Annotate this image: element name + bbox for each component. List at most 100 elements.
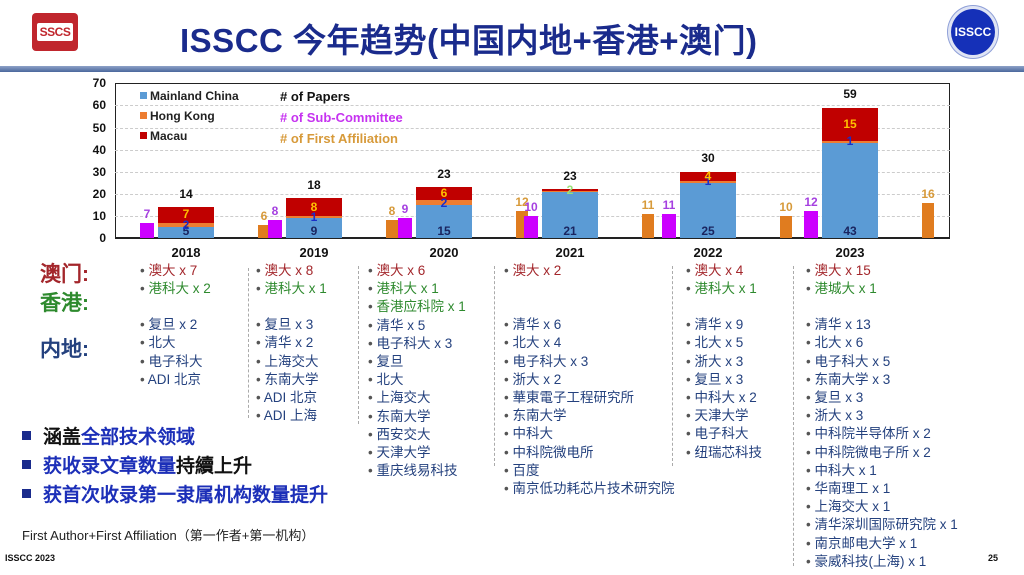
affiliation-item-mainland: 复旦 x 3 [686,371,762,389]
affiliation-item-mainland: 北大 x 4 [504,334,674,352]
affiliation-item-mainland: 清华 x 5 [368,317,466,335]
legend-swatch-icon [140,92,147,99]
hk-value: 2 [182,218,190,233]
affiliation-item-mainland: 东南大学 [256,371,327,389]
affiliation-bar [386,220,398,238]
affiliation-item-macau: 澳大 x 4 [686,262,762,280]
papers-stacked-bar: 21 2 [542,183,598,238]
bullet-square-icon [22,460,31,469]
hk-value: 1 [846,134,854,149]
mainland-segment [286,218,342,238]
macau-value: 7 [182,207,190,222]
key-point: 获首次收录第一隶属机构数量提升 [22,479,328,508]
affiliation-item-mainland: 中科院微电所 [504,444,674,462]
y-tick-label: 10 [92,208,106,223]
mainland-value: 15 [437,223,451,238]
hk-value: 2 [566,183,574,198]
affiliation-item-mainland: 电子科大 [140,353,211,371]
affiliation-item-mainland: 东南大学 x 3 [806,371,958,389]
affiliation-item-mainland: 上海交大 [368,389,466,407]
slide-header: SSCS ISSCC 今年趋势(中国内地+香港+澳门) ISSCC [0,0,1024,66]
region-label-mainland: 内地: [40,338,89,361]
key-point: 涵盖 全部技术领域 [22,421,328,450]
affiliation-item-mainland: 复旦 [368,353,466,371]
legend-macau: Macau [140,129,187,143]
affiliation-item-hk: 港科大 x 2 [140,280,210,298]
key-point: 获收录文章数量 持續上升 [22,450,328,479]
hk-segment [680,180,736,183]
subcommittee-bar [662,213,676,238]
affiliation-item-mainland: 电子科大 x 3 [368,335,466,353]
hk-segment [286,215,342,219]
affiliation-item-mainland: 北大 x 6 [806,334,958,352]
papers-total-value: 23 [563,168,577,183]
y-tick-label: 20 [92,186,106,201]
macau-segment [680,171,736,181]
subcommittee-value: 8 [271,204,279,219]
affiliation-item-mainland: 西安交大 [368,426,466,444]
x-axis-year: 2020 [429,245,459,260]
affiliation-item-mainland: 重庆线易科技 [368,462,466,480]
affiliation-value: 10 [779,199,793,214]
year-affiliation-list: 澳大 x 4港科大 x 1 清华 x 9北大 x 5浙大 x 3复旦 x 3中科大… [686,262,762,462]
affiliation-item-mainland: 复旦 x 2 [140,316,211,334]
affiliation-item-macau: 澳大 x 7 [140,262,211,280]
affiliation-item-mainland: 北大 x 5 [686,334,762,352]
papers-total-value: 18 [307,177,321,192]
affiliation-item-mainland: ADI 上海 [256,407,327,425]
page-number: 25 [988,553,999,563]
column-divider [793,266,794,566]
subcommittee-value: 10 [524,199,538,214]
mainland-value: 5 [182,223,190,238]
mainland-segment [680,182,736,238]
column-divider [248,268,249,418]
affiliation-value: 16 [921,186,935,201]
y-tick-label: 70 [92,76,106,91]
affiliation-bar [922,202,934,238]
footer-conference: ISSCC 2023 [5,553,56,563]
affiliation-item-mainland: 北大 [368,371,466,389]
year-affiliation-list: 澳大 x 2 清华 x 6北大 x 4电子科大 x 3浙大 x 2華東電子工程研究… [504,262,674,498]
affiliation-item-mainland: 上海交大 x 1 [806,498,958,516]
affiliation-item-mainland: 清华 x 13 [806,316,958,334]
affiliation-item-mainland: ADI 北京 [256,389,327,407]
papers-total-value: 14 [179,186,193,201]
column-divider [358,266,359,424]
affiliation-item-mainland: 上海交大 [256,353,327,371]
legend-hk: Hong Kong [140,109,215,123]
gridline [115,171,950,173]
affiliation-value: 11 [641,197,655,212]
legend-subcommittee: # of Sub-Committee [280,110,403,125]
mainland-segment [822,142,878,238]
affiliation-bar [780,215,792,238]
year-affiliation-list: 澳大 x 8港科大 x 1 复旦 x 3清华 x 2上海交大东南大学ADI 北京A… [256,262,327,425]
affiliation-item-mainland: 电子科大 [686,425,762,443]
hk-value: 2 [440,196,448,211]
affiliation-item-mainland: 中科大 [504,425,674,443]
affiliation-item-mainland: 百度 [504,462,674,480]
x-axis-year: 2023 [835,245,865,260]
mainland-value: 21 [563,223,577,238]
year-affiliation-list: 澳大 x 15港城大 x 1 清华 x 13北大 x 6电子科大 x 5东南大学 … [806,262,958,571]
affiliation-item-mainland: ADI 北京 [140,371,211,389]
mainland-segment [542,191,598,238]
affiliation-item-mainland: 南京低功耗芯片技术研究院 [504,480,674,498]
mainland-value: 43 [843,223,857,238]
affiliation-item-hk: 港科大 x 1 [686,280,762,298]
y-tick-label: 60 [92,98,106,113]
affiliation-bar [258,224,270,238]
bullet-square-icon [22,489,31,498]
key-points: 涵盖 全部技术领域 获收录文章数量 持續上升 获首次收录第一隶属机构数量提升 [22,421,328,508]
slide-title: ISSCC 今年趋势(中国内地+香港+澳门) [180,22,758,59]
affiliation-item-mainland: 中科大 x 2 [686,389,762,407]
year-affiliation-list: 澳大 x 7港科大 x 2 复旦 x 2北大电子科大ADI 北京 [140,262,211,389]
macau-value: 15 [843,116,857,131]
papers-stacked-bar: 15 2 6 [416,186,472,238]
macau-segment [822,107,878,141]
hk-segment [416,200,472,205]
x-axis-year: 2021 [555,245,585,260]
gridline [115,149,950,151]
affiliation-item-mainland: 浙大 x 3 [686,353,762,371]
gridline [115,105,950,107]
